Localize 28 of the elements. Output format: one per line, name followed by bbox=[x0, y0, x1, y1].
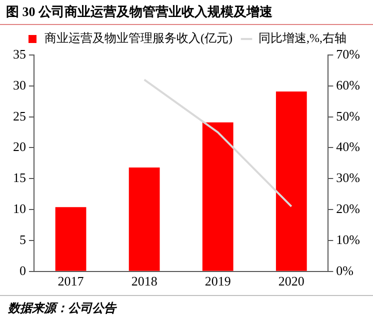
y-tick-label: 25 bbox=[13, 108, 26, 124]
y2-tick-label: 50% bbox=[336, 108, 360, 124]
x-tick-label: 2017 bbox=[58, 274, 84, 289]
x-tick-label: 2019 bbox=[204, 274, 231, 289]
y-tick-label: 20 bbox=[13, 139, 26, 154]
y-tick-label: 30 bbox=[13, 77, 26, 92]
bar bbox=[202, 122, 234, 271]
y2-tick-label: 0% bbox=[336, 262, 354, 278]
legend-label: 商业运营及物业管理服务收入(亿元) bbox=[44, 31, 233, 46]
bar bbox=[128, 168, 160, 271]
chart-title: 图 30 公司商业运营及物管营业收入规模及增速 bbox=[0, 0, 373, 25]
y2-tick-label: 20% bbox=[336, 200, 360, 216]
y-tick-label: 35 bbox=[13, 46, 26, 62]
y-tick-label: 10 bbox=[13, 200, 26, 216]
y2-tick-label: 40% bbox=[336, 139, 360, 154]
source-note: 数据来源：公司公告 bbox=[0, 295, 373, 321]
y2-tick-label: 10% bbox=[336, 232, 360, 247]
y-tick-label: 5 bbox=[20, 232, 26, 247]
y2-tick-label: 30% bbox=[336, 170, 360, 186]
x-tick-label: 2018 bbox=[131, 274, 158, 289]
bar bbox=[55, 207, 86, 271]
x-tick-label: 2020 bbox=[278, 274, 304, 289]
y2-tick-label: 70% bbox=[336, 46, 360, 62]
legend-label: 同比增速,%,右轴 bbox=[258, 31, 346, 46]
y-tick-label: 0 bbox=[20, 262, 26, 278]
y-tick-label: 15 bbox=[13, 170, 26, 186]
y2-tick-label: 60% bbox=[336, 77, 360, 92]
bar bbox=[276, 91, 307, 271]
